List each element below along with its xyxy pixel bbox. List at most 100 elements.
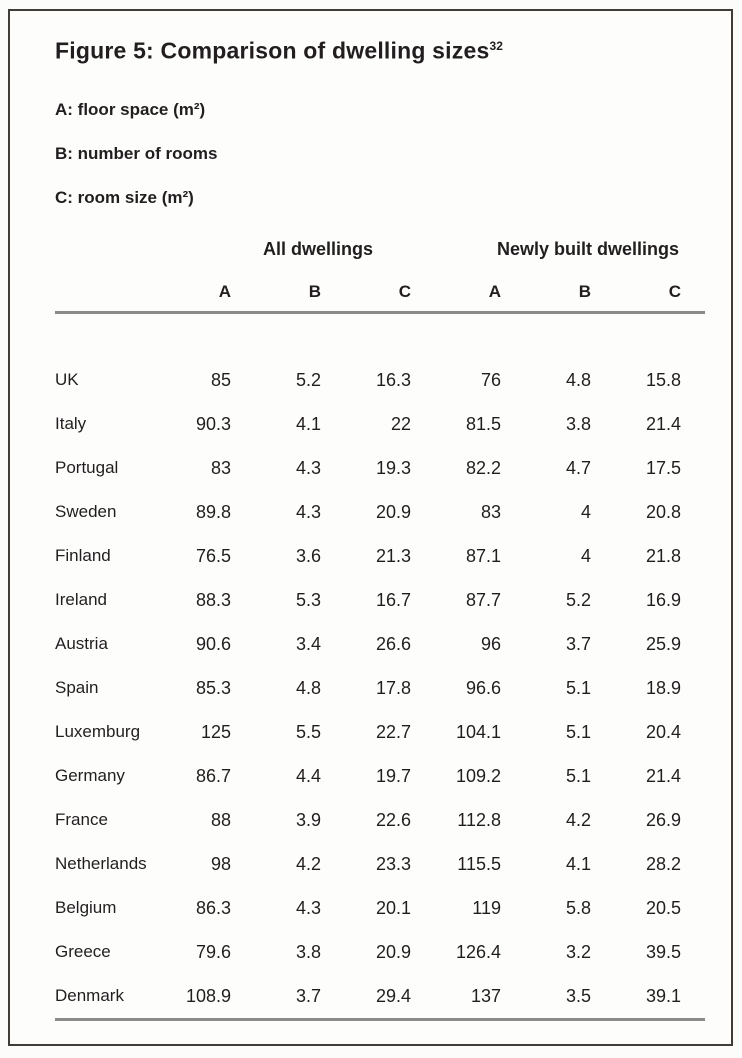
value-cell: 22.6 xyxy=(375,809,411,830)
table-body: UK 85 5.2 16.3 76 4.8 15.8 Italy 90.3 4.… xyxy=(55,358,706,1021)
value-cell: 3.4 xyxy=(295,633,321,654)
country-label: UK xyxy=(55,370,79,389)
group-header-newly-built-dwellings: Newly built dwellings xyxy=(496,238,680,259)
value-cell: 21.8 xyxy=(645,545,682,566)
table-row: Finland 76.5 3.6 21.3 87.1 4 21.8 xyxy=(55,534,705,578)
value-cell: 89.8 xyxy=(195,501,231,522)
value-cell: 112.8 xyxy=(457,809,501,830)
value-cell: 88.3 xyxy=(195,589,231,610)
value-cell: 3.8 xyxy=(565,413,591,434)
value-cell: 4 xyxy=(580,545,591,566)
value-cell: 15.8 xyxy=(645,369,682,390)
value-cell: 76 xyxy=(480,369,501,390)
value-cell: 4.8 xyxy=(565,369,591,390)
figure-frame: Figure 5: Comparison of dwelling sizes32… xyxy=(8,9,733,1046)
value-cell: 20.9 xyxy=(375,501,411,522)
figure-title: Figure 5: Comparison of dwelling sizes32 xyxy=(55,33,503,64)
value-cell: 5.2 xyxy=(565,589,591,610)
country-label: Spain xyxy=(55,678,99,697)
value-cell: 79.6 xyxy=(195,941,231,962)
table-row: Denmark 108.9 3.7 29.4 137 3.5 39.1 xyxy=(55,974,706,1021)
value-cell: 88 xyxy=(210,809,231,830)
value-cell: 96 xyxy=(480,633,501,654)
value-cell: 4.3 xyxy=(295,897,321,918)
value-cell: 21.3 xyxy=(375,545,411,566)
column-header-new-c: C xyxy=(615,272,706,314)
legend-line-b: B: number of rooms xyxy=(55,144,218,163)
value-cell: 29.4 xyxy=(345,974,435,1021)
country-label: Luxemburg xyxy=(55,722,141,741)
legend-line-c: C: room size (m²) xyxy=(55,188,194,207)
value-cell: 119 xyxy=(472,897,501,918)
country-label: Finland xyxy=(55,546,111,565)
value-cell: 86.7 xyxy=(195,765,231,786)
value-cell: 39.5 xyxy=(645,941,682,962)
value-cell: 17.8 xyxy=(375,677,411,698)
figure-title-text: Figure 5: Comparison of dwelling sizes xyxy=(55,37,490,64)
value-cell: 25.9 xyxy=(645,633,682,654)
value-cell: 22.7 xyxy=(375,721,411,742)
value-cell: 21.4 xyxy=(645,413,682,434)
column-header-empty xyxy=(55,272,165,314)
value-cell: 87.1 xyxy=(465,545,501,566)
value-cell: 4 xyxy=(580,501,591,522)
value-cell: 3.8 xyxy=(295,941,321,962)
value-cell: 5.2 xyxy=(295,369,321,390)
value-cell: 3.2 xyxy=(565,941,591,962)
value-cell: 81.5 xyxy=(465,413,501,434)
table-row: Luxemburg 125 5.5 22.7 104.1 5.1 20.4 xyxy=(55,710,705,754)
value-cell: 4.7 xyxy=(565,457,591,478)
value-cell: 4.4 xyxy=(295,765,321,786)
country-label: France xyxy=(55,810,108,829)
value-cell: 20.5 xyxy=(645,897,682,918)
table-row: UK 85 5.2 16.3 76 4.8 15.8 xyxy=(55,358,705,402)
value-cell: 137 xyxy=(435,974,525,1021)
table-row: France 88 3.9 22.6 112.8 4.2 26.9 xyxy=(55,798,705,842)
value-cell: 126.4 xyxy=(455,941,501,962)
country-label: Denmark xyxy=(55,974,165,1021)
table-row: Belgium 86.3 4.3 20.1 119 5.8 20.5 xyxy=(55,886,705,930)
column-header-all-b: B xyxy=(255,272,345,314)
value-cell: 104.1 xyxy=(455,721,501,742)
value-cell: 26.9 xyxy=(645,809,682,830)
table-row: Sweden 89.8 4.3 20.9 83 4 20.8 xyxy=(55,490,705,534)
value-cell: 109.2 xyxy=(455,765,501,786)
value-cell: 87.7 xyxy=(465,589,501,610)
value-cell: 96.6 xyxy=(465,677,501,698)
column-header-new-b: B xyxy=(525,272,615,314)
column-header-all-a: A xyxy=(165,272,255,314)
value-cell: 3.5 xyxy=(525,974,615,1021)
legend-line-a: A: floor space (m²) xyxy=(55,100,206,119)
value-cell: 4.1 xyxy=(295,413,321,434)
table-row: Greece 79.6 3.8 20.9 126.4 3.2 39.5 xyxy=(55,930,705,974)
table-row: Portugal 83 4.3 19.3 82.2 4.7 17.5 xyxy=(55,446,705,490)
country-label: Germany xyxy=(55,766,125,785)
dwelling-size-table: All dwellings Newly built dwellings A B … xyxy=(55,226,706,1021)
value-cell: 4.3 xyxy=(295,501,321,522)
country-label: Ireland xyxy=(55,590,107,609)
column-header-all-c: C xyxy=(345,272,435,314)
value-cell: 5.3 xyxy=(295,589,321,610)
country-label: Sweden xyxy=(55,502,117,521)
value-cell: 20.1 xyxy=(375,897,411,918)
value-cell: 4.3 xyxy=(295,457,321,478)
value-cell: 23.3 xyxy=(375,853,411,874)
country-label: Belgium xyxy=(55,898,117,917)
table-spacer-row xyxy=(55,313,705,359)
value-cell: 3.7 xyxy=(255,974,345,1021)
value-cell: 39.1 xyxy=(615,974,706,1021)
value-cell: 83 xyxy=(210,457,231,478)
value-cell: 5.5 xyxy=(295,721,321,742)
table-row: Germany 86.7 4.4 19.7 109.2 5.1 21.4 xyxy=(55,754,705,798)
value-cell: 82.2 xyxy=(465,457,501,478)
value-cell: 108.9 xyxy=(165,974,255,1021)
country-label: Netherlands xyxy=(55,854,147,873)
value-cell: 83 xyxy=(480,501,501,522)
value-cell: 16.9 xyxy=(645,589,682,610)
value-cell: 125 xyxy=(200,721,231,742)
value-cell: 5.1 xyxy=(565,721,591,742)
country-label: Greece xyxy=(55,942,111,961)
table-column-header-row: A B C A B C xyxy=(55,272,706,314)
value-cell: 90.3 xyxy=(195,413,231,434)
value-cell: 5.1 xyxy=(565,765,591,786)
